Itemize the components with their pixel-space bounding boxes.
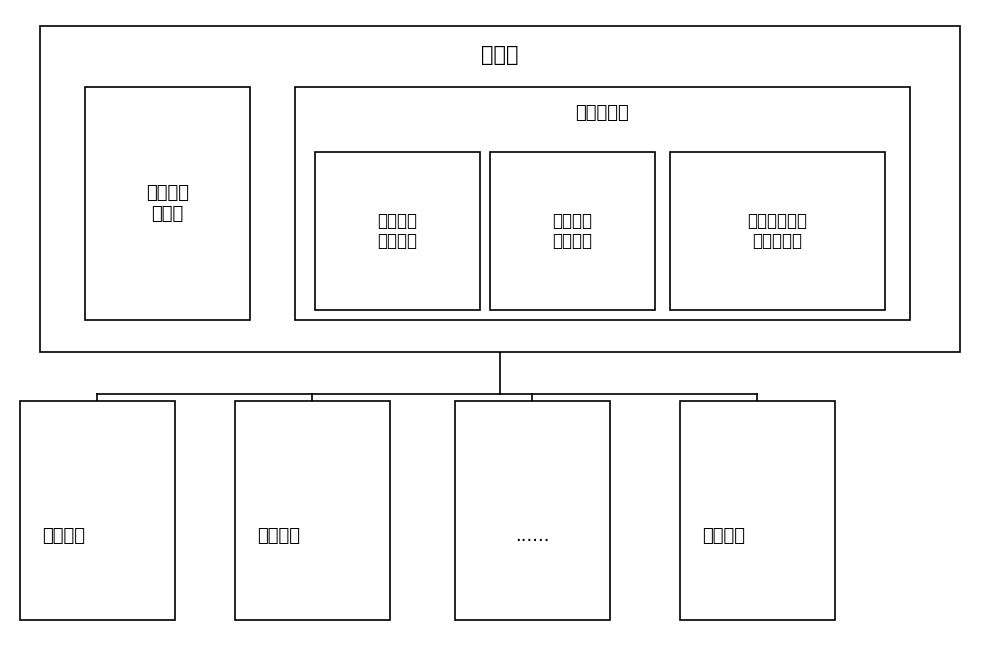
Bar	[20, 401, 175, 620]
Text: 数控机床: 数控机床	[702, 527, 745, 545]
Bar	[315, 152, 480, 310]
Bar	[85, 87, 250, 320]
Text: 升级配置
参数文件: 升级配置 参数文件	[552, 211, 592, 251]
Text: 数控机床: 数控机床	[42, 527, 85, 545]
Text: ......: ......	[515, 527, 550, 545]
Text: 服务器: 服务器	[481, 45, 519, 65]
Text: 数控机床: 数控机床	[257, 527, 300, 545]
Text: 执行升级
软件模块: 执行升级 软件模块	[378, 211, 418, 251]
Bar	[680, 401, 835, 620]
Text: 共享文件夹: 共享文件夹	[576, 104, 629, 122]
Bar	[670, 152, 885, 310]
Text: 服务端软
件模块: 服务端软 件模块	[146, 184, 189, 223]
Bar	[455, 401, 610, 620]
Bar	[295, 87, 910, 320]
Text: 数控软件升级
包相关文件: 数控软件升级 包相关文件	[748, 211, 808, 251]
Bar	[490, 152, 655, 310]
Bar	[40, 26, 960, 352]
Bar	[235, 401, 390, 620]
